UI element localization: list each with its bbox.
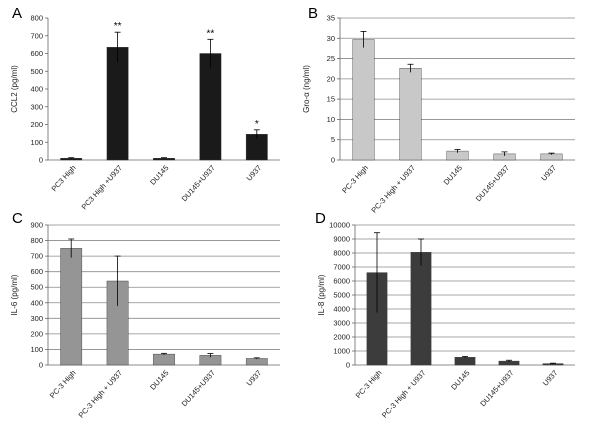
panel-a-category-label: DU145	[148, 163, 170, 186]
panel-d-ytick-label: 8000	[333, 249, 350, 258]
panel-d-ytick-label: 3000	[333, 319, 350, 328]
panel-a-ylabel: CCL2 (pg/ml)	[10, 65, 19, 113]
panel-c-category-label: DU145	[148, 368, 170, 391]
panel-a-ytick-label: 700	[30, 31, 43, 40]
panel-a-category-label: PC3 High	[50, 163, 78, 193]
panel-c-ytick-label: 300	[30, 314, 43, 323]
panel-d-ytick-label: 1000	[333, 347, 350, 356]
panel-a-category-label: U937	[245, 163, 264, 182]
panel-d-ytick-label: 10000	[329, 221, 350, 230]
panel-d-category-label: DU145	[449, 368, 471, 391]
panel-d-ytick-label: 2000	[333, 333, 350, 342]
panel-c-category-label: U937	[245, 368, 264, 387]
panel-a-significance-label: *	[255, 119, 259, 130]
panel-a-ytick-label: 500	[30, 67, 43, 76]
panel-c-category-label: PC-3 High	[48, 368, 78, 400]
panel-d-ytick-label: 5000	[333, 291, 350, 300]
panel-d-category-label: DU145+U937	[478, 368, 515, 408]
panel-c-ytick-label: 0	[39, 361, 43, 370]
panel-a-ytick-label: 100	[30, 138, 43, 147]
panel-b-bar	[540, 153, 563, 161]
panel-b-category-label: DU145+U937	[474, 163, 511, 203]
panel-b-ytick-label: 5	[331, 135, 335, 144]
panel-a-ytick-label: 800	[30, 14, 43, 23]
panel-a-significance-label: **	[114, 21, 122, 32]
panel-d-bar	[454, 357, 476, 366]
panel-b-ytick-label: 30	[327, 34, 335, 43]
panel-d-ytick-label: 0	[346, 361, 350, 370]
panel-c-bar	[153, 353, 175, 366]
panel-d-ytick-label: 7000	[333, 263, 350, 272]
panel-d-ylabel: IL-8 (pg/ml)	[317, 274, 326, 315]
panel-d-category-label: PC-3 High + U937	[380, 368, 428, 419]
panel-c-ytick-label: 700	[30, 252, 43, 261]
panel-c-ytick-label: 900	[30, 221, 43, 230]
panel-a-ytick-label: 0	[39, 156, 43, 165]
panel-d-ytick-label: 4000	[333, 305, 350, 314]
panel-b-letter: B	[308, 5, 318, 22]
panel-d-ytick-label: 9000	[333, 235, 350, 244]
panel-b-category-label: DU145	[442, 163, 464, 186]
panel-c-ytick-label: 400	[30, 298, 43, 307]
panel-c-bar	[60, 248, 83, 366]
panel-b-ytick-label: 15	[327, 95, 335, 104]
panel-b-bar	[352, 39, 375, 161]
panel-a-bar	[106, 47, 129, 161]
panel-a-category-label: DU145+U937	[180, 163, 217, 203]
panel-b-ytick-label: 0	[331, 156, 335, 165]
panel-d-bar	[410, 252, 432, 366]
panel-b-category-label: PC-3 High	[340, 163, 370, 195]
panel-c-ytick-label: 600	[30, 267, 43, 276]
panel-a-ytick-label: 200	[30, 120, 43, 129]
panel-a-significance-label: **	[207, 28, 215, 39]
panel-c-letter: C	[12, 210, 23, 227]
panel-a-bar	[199, 53, 222, 161]
panel-c-ytick-label: 200	[30, 329, 43, 338]
panel-a-ytick-label: 400	[30, 85, 43, 94]
panel-a-letter: A	[12, 5, 22, 22]
panel-b-category-label: PC-3 High + U937	[369, 163, 417, 214]
panel-c-category-label: DU145+U937	[180, 368, 217, 408]
panel-d-ytick-label: 6000	[333, 277, 350, 286]
panel-c-ytick-label: 800	[30, 236, 43, 245]
panel-c-ylabel: IL-6 (pg/ml)	[10, 274, 19, 315]
panel-d-category-label: PC-3 High	[354, 368, 384, 400]
panel-d-letter: D	[315, 210, 326, 227]
panel-c-ytick-label: 100	[30, 345, 43, 354]
panel-a-category-label: PC3 High +U937	[80, 163, 124, 211]
panel-a-ytick-label: 300	[30, 102, 43, 111]
panel-c-category-label: PC-3 High + U937	[77, 368, 125, 419]
panel-b-ytick-label: 35	[327, 14, 335, 23]
panel-a-ytick-label: 600	[30, 49, 43, 58]
panel-b-ytick-label: 25	[327, 54, 335, 63]
panel-c-bar	[245, 358, 268, 366]
panel-b-ylabel: Gro-α (ng/ml)	[302, 65, 311, 113]
panel-b-category-label: U937	[539, 163, 558, 182]
panel-b-bar	[399, 68, 422, 161]
panel-d-category-label: U937	[541, 368, 560, 387]
panel-b-ytick-label: 20	[327, 74, 335, 83]
panel-b-ytick-label: 10	[327, 115, 335, 124]
panel-c-ytick-label: 500	[30, 283, 43, 292]
